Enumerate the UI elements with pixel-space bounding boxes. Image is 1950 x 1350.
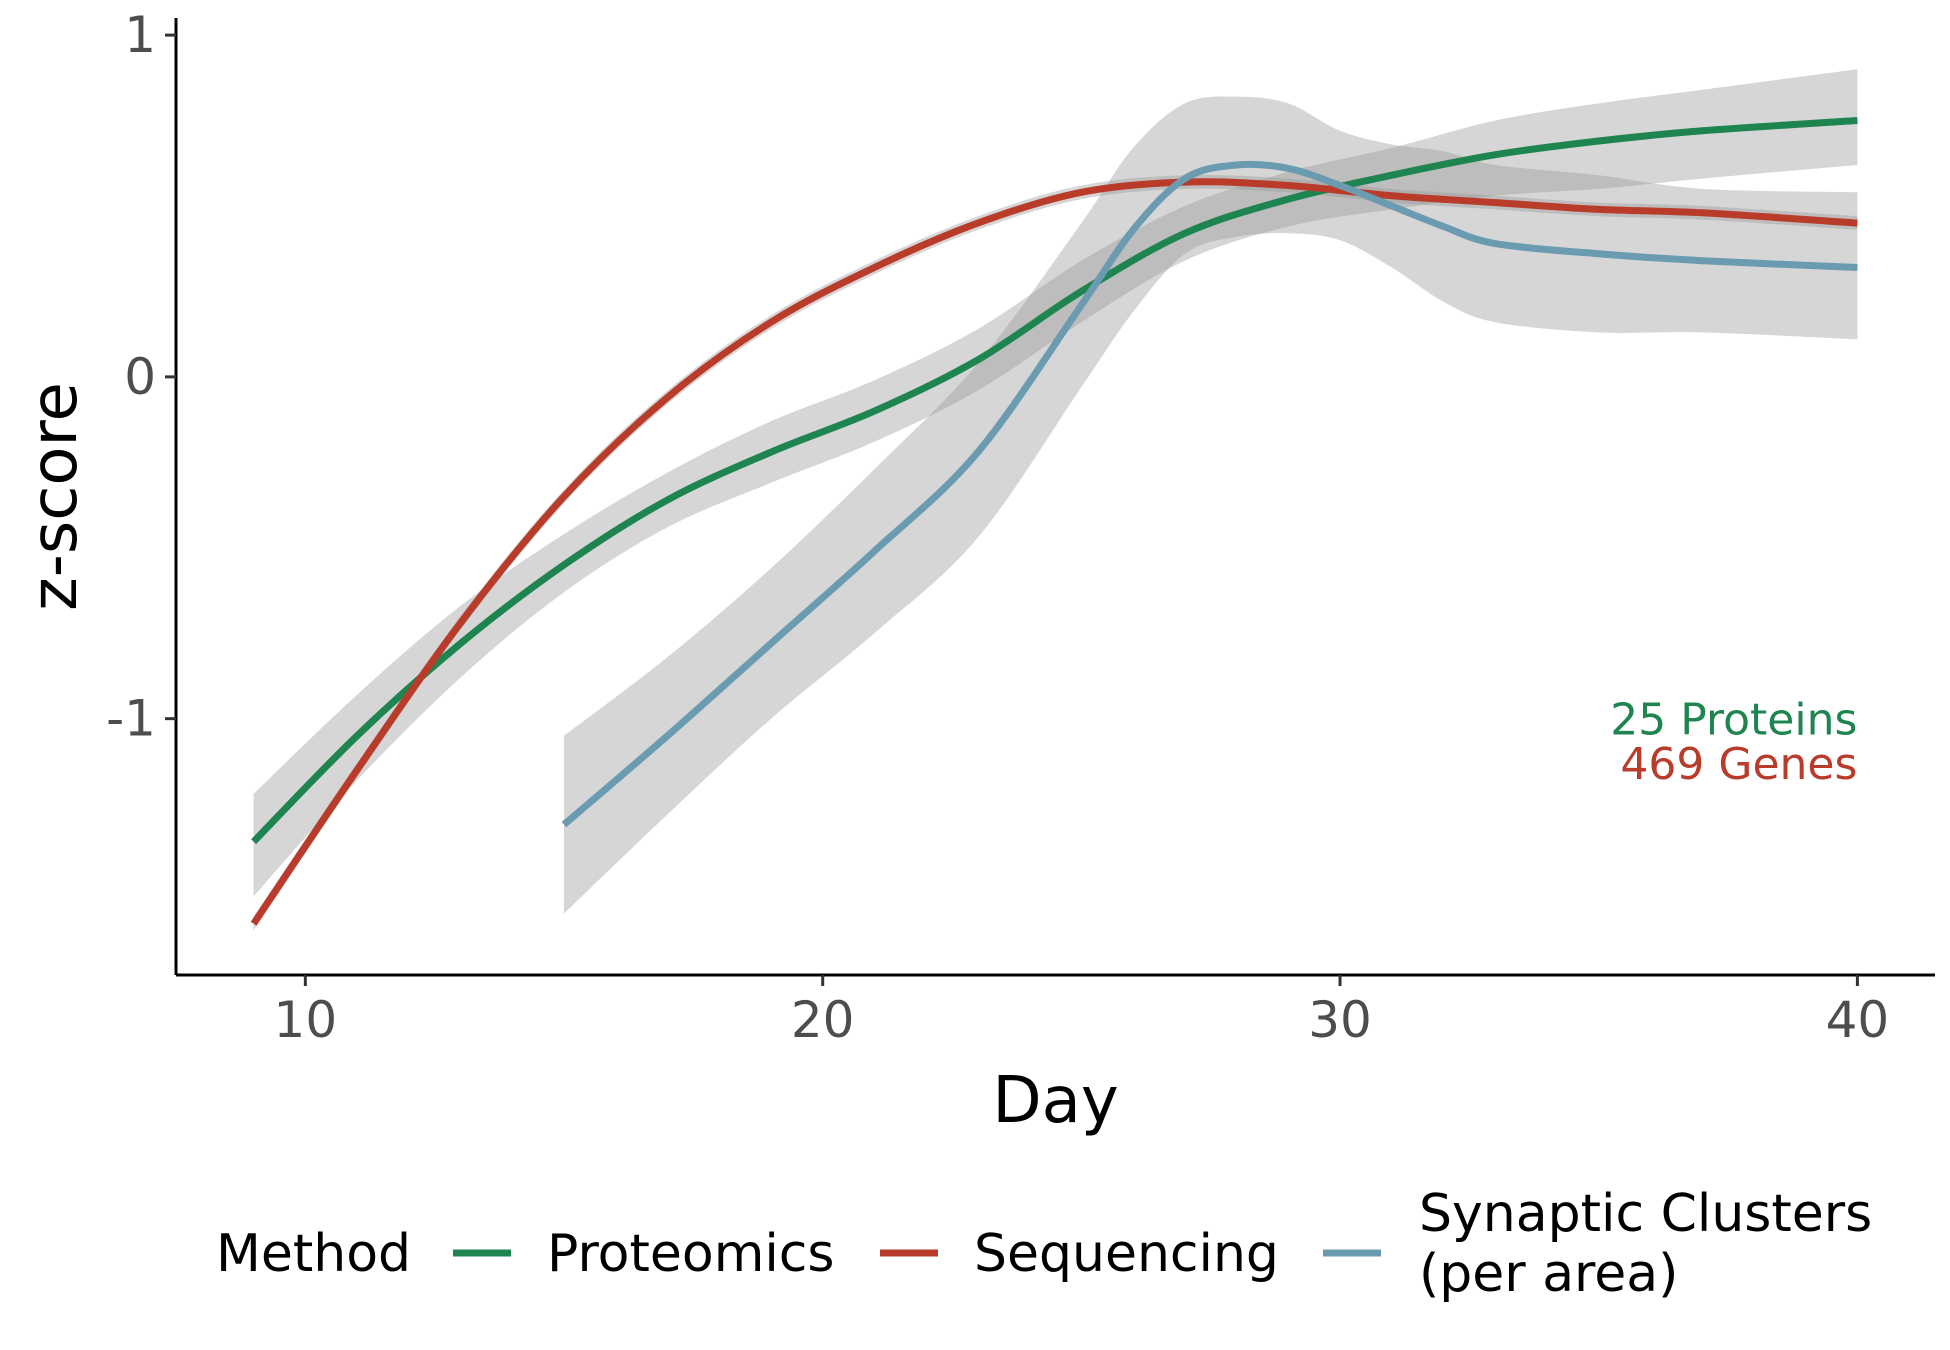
y-ticks: 1 0 -1 <box>106 6 176 748</box>
proteomics-line <box>251 117 1858 845</box>
legend-label-sequencing: Sequencing <box>974 1224 1279 1284</box>
y-tick-label: 1 <box>124 6 156 64</box>
legend-label-proteomics: Proteomics <box>547 1224 834 1284</box>
synaptic-clusters-per-area-line <box>561 160 1858 828</box>
y-tick-label: -1 <box>106 690 156 748</box>
x-tick-label: 20 <box>791 991 855 1049</box>
annotation-25-proteins: 25 Proteins <box>1610 695 1857 746</box>
series-lines <box>250 117 1858 926</box>
annotation-469-genes: 469 Genes <box>1620 739 1857 790</box>
legend: Method Proteomics Sequencing Synaptic Clus… <box>216 1184 1872 1304</box>
x-tick-label: 10 <box>274 991 338 1049</box>
sequencing-line <box>250 178 1858 926</box>
synaptic-clusters-per-area-ribbon <box>564 96 1858 914</box>
x-tick-label: 40 <box>1826 991 1890 1049</box>
legend-label-synaptic-clusters-per-area: Synaptic Clusters (per area) <box>1419 1184 1872 1304</box>
proteomics-ribbon <box>253 69 1858 897</box>
y-axis-title: z-score <box>18 382 92 611</box>
x-tick-label: 30 <box>1308 991 1372 1049</box>
x-axis-title: Day <box>992 1064 1118 1138</box>
x-ticks: 10 20 30 40 <box>274 975 1890 1049</box>
y-tick-label: 0 <box>124 348 156 406</box>
confidence-ribbons <box>253 69 1858 931</box>
axes <box>174 18 1935 977</box>
legend-title: Method <box>216 1224 411 1284</box>
